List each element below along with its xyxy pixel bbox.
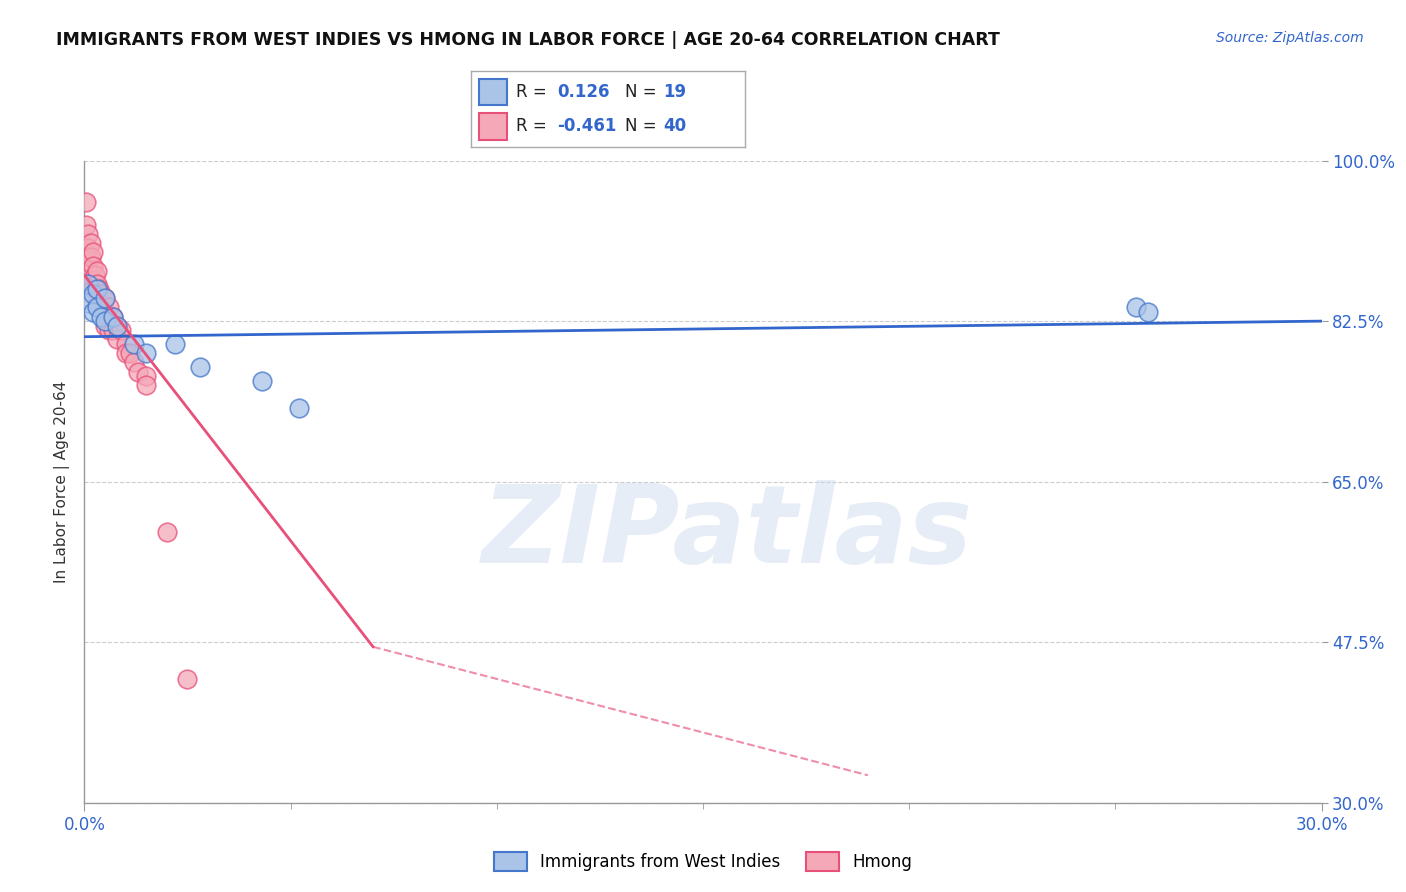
Point [90, 310, 112, 324]
Point [75, 218, 97, 232]
Point [82, 305, 104, 319]
Point [94, 291, 117, 305]
Point [1125, 301, 1147, 315]
Point [105, 318, 128, 333]
Point [77, 241, 100, 255]
Point [135, 378, 157, 392]
Text: N =: N = [624, 83, 661, 101]
Text: N =: N = [624, 118, 661, 136]
Point [110, 323, 132, 337]
Point [82, 286, 104, 301]
Text: Source: ZipAtlas.com: Source: ZipAtlas.com [1216, 31, 1364, 45]
Point [98, 314, 121, 328]
Point [188, 359, 211, 374]
Point [288, 401, 311, 416]
Point [103, 310, 125, 324]
Y-axis label: In Labor Force | Age 20-64: In Labor Force | Age 20-64 [55, 381, 70, 582]
Point [176, 672, 198, 686]
Point [86, 263, 108, 277]
Point [82, 245, 104, 260]
Text: IMMIGRANTS FROM WEST INDIES VS HMONG IN LABOR FORCE | AGE 20-64 CORRELATION CHAR: IMMIGRANTS FROM WEST INDIES VS HMONG IN … [56, 31, 1000, 49]
Text: 40: 40 [664, 118, 686, 136]
Point [79, 236, 101, 251]
Point [90, 301, 112, 315]
Point [77, 227, 100, 241]
Point [90, 286, 112, 301]
Point [77, 295, 100, 310]
Point [105, 318, 128, 333]
FancyBboxPatch shape [479, 79, 506, 105]
Point [94, 291, 117, 305]
Point [87, 282, 110, 296]
Text: 19: 19 [664, 83, 686, 101]
Point [114, 346, 136, 360]
Point [156, 525, 179, 540]
Text: R =: R = [516, 83, 553, 101]
Point [94, 318, 117, 333]
Point [127, 365, 149, 379]
Point [114, 337, 136, 351]
Point [86, 286, 108, 301]
Point [250, 374, 273, 388]
Point [135, 346, 157, 360]
Text: R =: R = [516, 118, 553, 136]
Point [86, 295, 108, 310]
Point [77, 250, 100, 264]
Point [103, 323, 125, 337]
Point [122, 355, 145, 369]
Point [165, 337, 187, 351]
Point [82, 282, 104, 296]
Point [82, 273, 104, 287]
Point [118, 346, 141, 360]
Point [1137, 305, 1160, 319]
Point [77, 277, 100, 292]
Point [75, 194, 97, 209]
Text: -0.461: -0.461 [557, 118, 617, 136]
Point [103, 310, 125, 324]
Point [105, 333, 128, 347]
Point [94, 305, 117, 319]
FancyBboxPatch shape [479, 113, 506, 140]
Legend: Immigrants from West Indies, Hmong: Immigrants from West Indies, Hmong [486, 846, 920, 878]
Point [122, 337, 145, 351]
Point [98, 323, 121, 337]
Text: ZIPatlas: ZIPatlas [482, 480, 973, 586]
Point [77, 263, 100, 277]
Text: 0.126: 0.126 [557, 83, 610, 101]
Point [98, 301, 121, 315]
Point [86, 282, 108, 296]
Point [86, 301, 108, 315]
Point [79, 250, 101, 264]
Point [94, 314, 117, 328]
Point [82, 259, 104, 273]
Point [135, 369, 157, 384]
Point [86, 277, 108, 292]
Point [83, 268, 105, 283]
